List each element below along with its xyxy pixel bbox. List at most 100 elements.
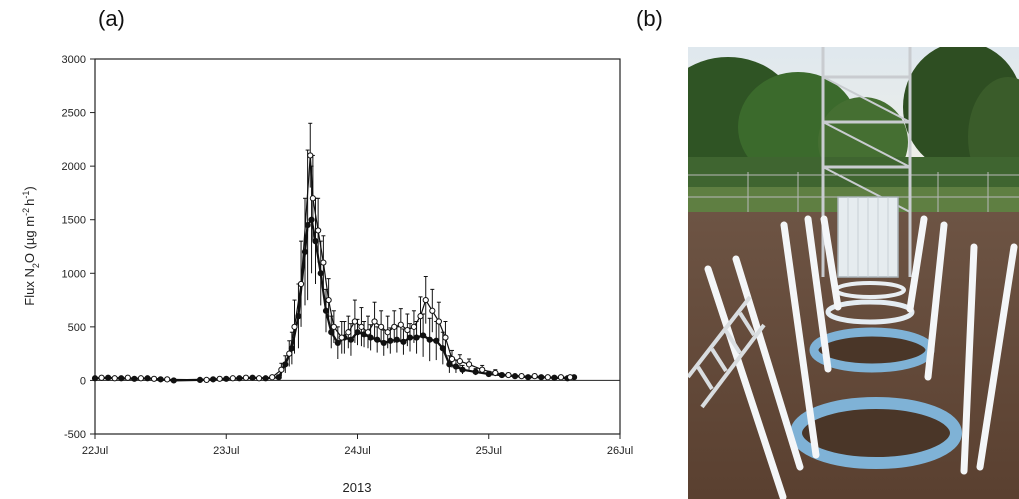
data-point — [297, 280, 305, 288]
series-line — [101, 155, 571, 381]
data-point — [417, 313, 424, 320]
series-line — [94, 217, 575, 382]
data-point — [422, 296, 429, 304]
data-point — [367, 334, 374, 341]
data-point — [291, 323, 298, 330]
series-1 — [98, 122, 574, 383]
data-point — [459, 366, 466, 373]
data-point — [393, 336, 400, 343]
panel-label-a: (a) — [98, 6, 125, 31]
x-tick-label: 26Jul — [607, 445, 633, 457]
data-point — [98, 374, 105, 381]
flux-chart: -500 0 500 1000 1500 2000 2500 3000 22Jul 23Jul 2… — [21, 54, 633, 495]
data-point — [170, 377, 177, 384]
data-point — [364, 329, 372, 336]
data-point — [448, 355, 456, 363]
data-point — [124, 374, 131, 381]
data-point — [308, 216, 315, 223]
data-point — [286, 350, 293, 357]
data-point — [351, 318, 358, 325]
y-tick-label: 3000 — [62, 54, 86, 66]
y-tick-label: 500 — [68, 322, 86, 334]
data-point — [216, 375, 223, 382]
data-point — [433, 337, 440, 344]
data-point — [91, 375, 99, 382]
scaffold-tower — [821, 47, 912, 277]
data-point — [387, 337, 394, 344]
data-point — [544, 374, 551, 381]
data-point — [505, 371, 512, 379]
data-point — [137, 375, 145, 382]
y-axis-title: Flux N2O (µg m-2h-1) — [21, 186, 41, 305]
data-point — [435, 318, 442, 325]
field-photo — [688, 47, 1019, 499]
data-point — [371, 318, 378, 325]
y-tick-label: 1000 — [62, 268, 86, 280]
series-layer — [91, 122, 578, 384]
data-point — [442, 334, 449, 341]
data-point — [380, 339, 387, 347]
data-point — [374, 336, 381, 343]
data-point — [345, 329, 352, 336]
data-point — [354, 329, 361, 336]
ladder — [688, 295, 766, 409]
data-point — [269, 374, 276, 381]
data-point — [429, 307, 436, 314]
x-axis: 22Jul 23Jul 24Jul 25Jul 26Jul — [82, 434, 633, 457]
data-point — [518, 373, 525, 380]
y-tick-label: 2500 — [62, 108, 86, 120]
collar-rings — [790, 281, 962, 469]
data-point — [391, 323, 398, 330]
data-point — [150, 375, 158, 382]
data-point — [315, 227, 322, 234]
data-point — [330, 323, 337, 330]
data-point — [452, 363, 460, 370]
data-point — [307, 152, 314, 159]
data-point — [406, 334, 414, 341]
data-point — [397, 321, 404, 328]
data-point — [439, 345, 446, 352]
data-point — [479, 366, 486, 373]
data-point — [131, 375, 138, 382]
data-point — [420, 332, 427, 339]
data-point — [255, 375, 263, 382]
y-tick-label: 2000 — [62, 161, 86, 173]
data-point — [531, 373, 538, 380]
data-point — [338, 334, 345, 341]
data-point — [378, 323, 385, 330]
data-point — [317, 270, 324, 277]
data-point — [567, 374, 574, 381]
data-point — [312, 238, 319, 245]
data-point — [203, 376, 210, 383]
data-point — [400, 338, 407, 345]
data-point — [525, 374, 532, 381]
series-0 — [91, 149, 578, 384]
white-poles — [704, 215, 1018, 499]
data-point — [334, 339, 341, 347]
data-point — [320, 259, 327, 266]
x-tick-label: 23Jul — [213, 445, 239, 457]
x-tick-label: 22Jul — [82, 445, 108, 457]
data-point — [229, 375, 236, 382]
data-point — [384, 329, 391, 336]
data-point — [472, 368, 479, 375]
x-tick-label: 25Jul — [476, 445, 502, 457]
data-point — [557, 374, 565, 381]
data-point — [426, 336, 433, 343]
y-tick-label: 1500 — [62, 215, 86, 227]
data-point — [111, 375, 118, 382]
data-point — [410, 323, 418, 330]
panel-label-b: (b) — [636, 6, 663, 31]
data-point — [242, 374, 250, 381]
data-point — [275, 374, 282, 381]
data-point — [404, 326, 411, 334]
data-point — [328, 329, 335, 336]
data-point — [325, 296, 332, 304]
data-point — [322, 307, 330, 314]
y-tick-label: 0 — [80, 375, 86, 387]
y-tick-label: -500 — [64, 429, 86, 441]
data-point — [492, 369, 499, 377]
y-axis: -500 0 500 1000 1500 2000 2500 3000 — [62, 54, 95, 441]
x-axis-title: 2013 — [343, 480, 372, 495]
data-point — [347, 336, 355, 343]
